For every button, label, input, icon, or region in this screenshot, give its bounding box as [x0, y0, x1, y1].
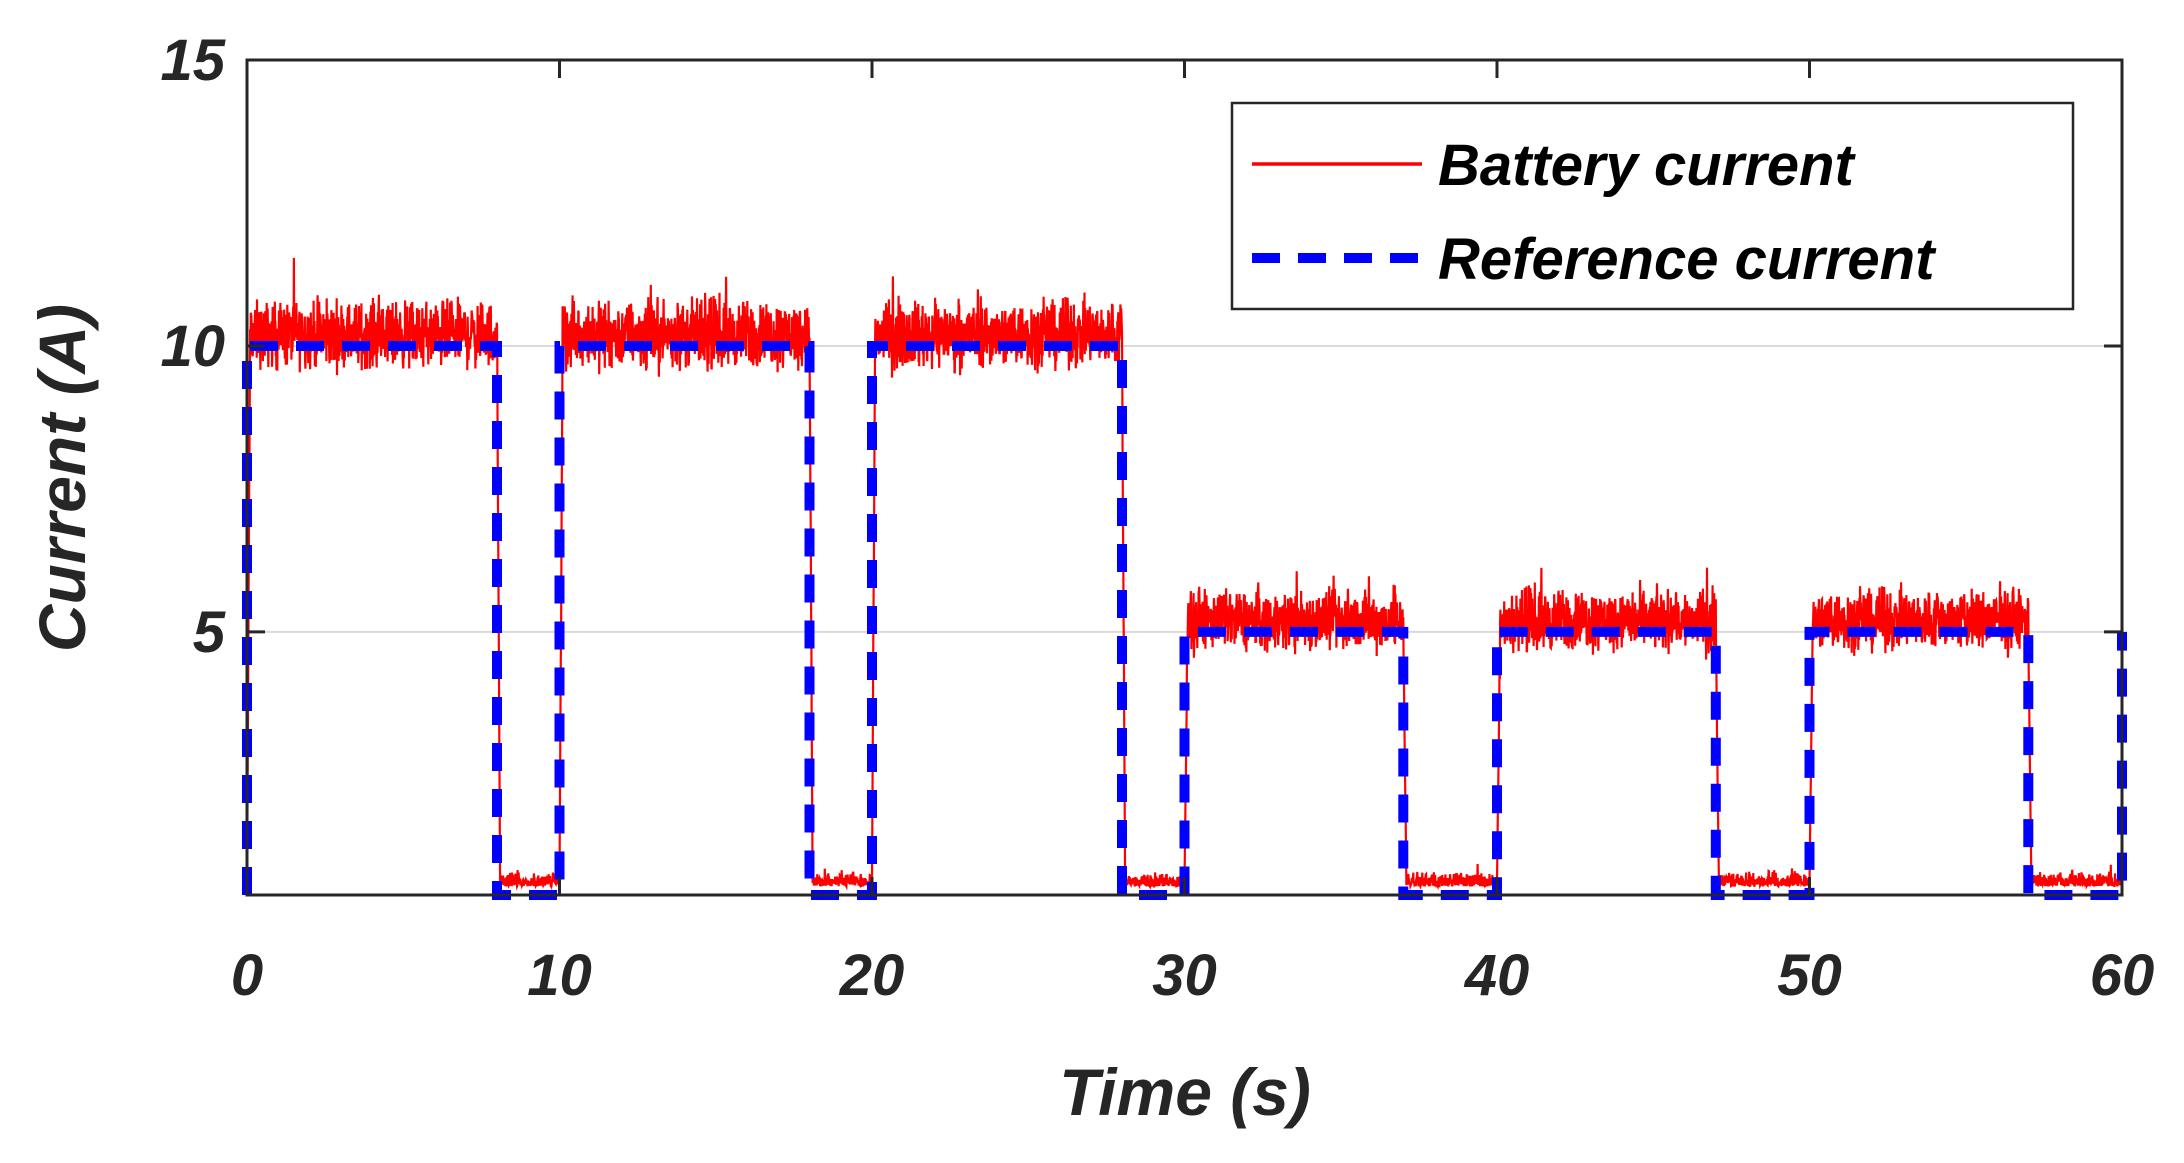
x-tick-label-40: 40: [1464, 943, 1530, 1008]
y-tick-label-10: 10: [160, 314, 225, 379]
x-tick-label-20: 20: [839, 943, 905, 1008]
y-tick-label-5: 5: [193, 600, 226, 665]
x-tick-label-60: 60: [2090, 943, 2155, 1008]
x-tick-label-30: 30: [1152, 943, 1217, 1008]
y-axis-label: Current (A): [25, 304, 99, 652]
y-tick-label-15: 15: [160, 28, 225, 93]
x-tick-label-10: 10: [527, 943, 592, 1008]
legend-reference-label: Reference current: [1438, 227, 1937, 292]
tick-labels: 0 10 20 30 40 50 60 5 10 15: [160, 28, 2154, 1008]
x-tick-label-0: 0: [231, 943, 263, 1008]
legend-box: [1230, 101, 2075, 311]
x-axis-label: Time (s): [1059, 1055, 1311, 1129]
legend-battery-label: Battery current: [1438, 133, 1856, 198]
axis-ticks: [245, 58, 2124, 895]
reference-current-series: [242, 341, 2127, 900]
reference-current-line: [242, 341, 2127, 900]
x-tick-label-50: 50: [1777, 943, 1842, 1008]
legend: Battery current Reference current: [1230, 101, 2075, 311]
